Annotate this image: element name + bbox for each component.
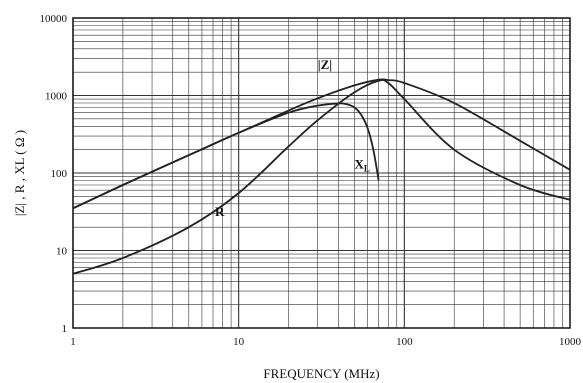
curve-r <box>72 79 571 275</box>
y-tick-label: 10 <box>56 246 68 258</box>
curve-label-z: |Z| <box>318 57 332 72</box>
curves <box>72 78 571 275</box>
curve-label-xl-sub: L <box>364 163 370 173</box>
curve-label-xl-main: X <box>354 156 364 171</box>
y-tick-label: 1 <box>62 323 68 335</box>
y-tick-label: 1000 <box>45 91 68 103</box>
x-tick-label: 1000 <box>559 336 582 348</box>
y-tick-label: 10000 <box>40 13 68 25</box>
tick-labels: 1 10 100 1000 1 10 100 1000 10000 <box>40 13 582 348</box>
x-tick-label: 1 <box>70 336 76 348</box>
grid <box>72 18 570 329</box>
plot-frame <box>72 17 571 329</box>
x-axis-label: FREQUENCY (MHz) <box>263 366 379 381</box>
curve-label-xl: XL <box>354 156 369 173</box>
y-tick-label: 100 <box>51 168 68 180</box>
curve-label-r: R <box>215 204 225 219</box>
x-tick-label: 100 <box>396 336 413 348</box>
x-tick-label: 10 <box>233 336 245 348</box>
curve-xl <box>72 102 380 210</box>
y-axis-label: |Z| , R , XL ( Ω ) <box>12 130 27 216</box>
